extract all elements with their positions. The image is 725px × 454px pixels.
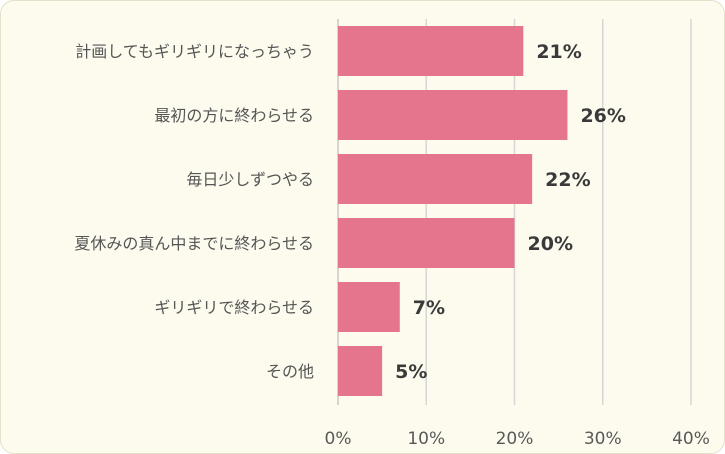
x-tick-label-10: 10% <box>407 429 445 449</box>
value-label-1: 21% <box>536 41 581 63</box>
bar-1 <box>338 26 524 76</box>
category-label-5: ギリギリで終わらせる <box>154 298 314 317</box>
bar-5 <box>338 282 400 332</box>
value-label-3: 22% <box>545 169 590 191</box>
value-label-5: 7% <box>413 297 445 319</box>
bar-3 <box>338 154 533 204</box>
category-label-4: 夏休みの真ん中までに終わらせる <box>74 234 314 253</box>
bar-2 <box>338 90 568 140</box>
x-tick-label-30: 30% <box>584 429 622 449</box>
bar-4 <box>338 218 515 268</box>
value-label-4: 20% <box>528 233 573 255</box>
value-label-6: 5% <box>395 361 427 383</box>
category-label-2: 最初の方に終わらせる <box>154 106 314 125</box>
category-label-1: 計画してもギリギリになっちゃう <box>75 42 314 61</box>
category-label-6: その他 <box>266 362 314 381</box>
category-label-3: 毎日少しずつやる <box>186 170 314 189</box>
value-label-2: 26% <box>580 105 625 127</box>
x-tick-label-0: 0% <box>325 429 352 449</box>
x-tick-label-40: 40% <box>672 429 710 449</box>
bar-6 <box>338 346 383 396</box>
x-tick-label-20: 20% <box>496 429 534 449</box>
